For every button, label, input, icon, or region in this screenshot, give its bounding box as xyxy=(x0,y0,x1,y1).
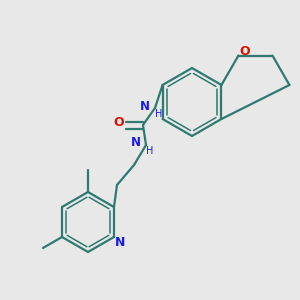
Text: O: O xyxy=(239,45,250,58)
Text: N: N xyxy=(140,100,150,112)
Text: N: N xyxy=(131,136,141,149)
Text: H: H xyxy=(146,146,154,156)
Text: H: H xyxy=(155,109,163,119)
Text: N: N xyxy=(115,236,125,248)
Text: O: O xyxy=(114,116,124,128)
